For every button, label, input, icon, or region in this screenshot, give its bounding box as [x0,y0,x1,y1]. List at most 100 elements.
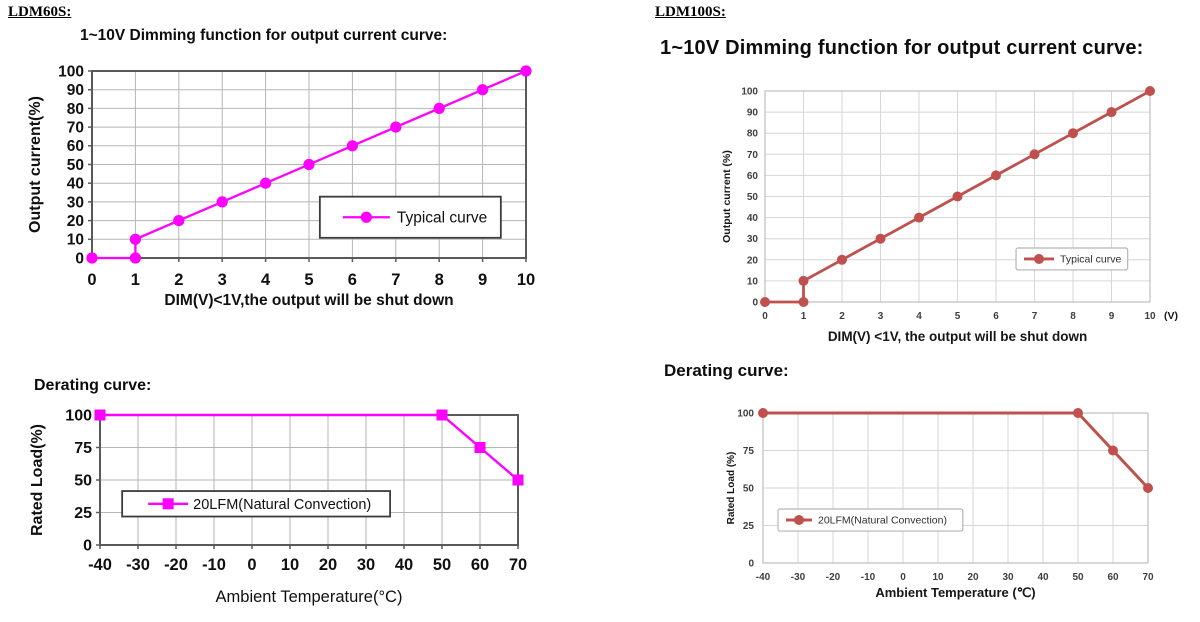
data-point-marker [1106,107,1117,118]
x-axis-label: DIM(V)<1V,the output will be shut down [164,292,453,309]
x-axis-label: DIM(V) <1V, the output will be shut down [828,329,1087,344]
x-tick-label: -40 [756,572,771,583]
y-tick-label: 70 [747,150,759,161]
x-tick-label: -10 [202,556,226,574]
y-tick-label: 60 [747,171,759,182]
x-tick-label: 5 [955,311,961,322]
x-tick-label: 8 [435,271,444,289]
x-tick-label: 7 [391,271,400,289]
data-point-marker [1145,86,1155,96]
x-tick-label: 50 [1072,572,1084,583]
legend-label: Typical curve [397,210,487,227]
dimming-chart-title-ldm100s: 1~10V Dimming function for output curren… [660,37,1144,59]
x-tick-label: 70 [1142,572,1154,583]
data-point-marker [1108,445,1118,456]
y-tick-label: 100 [58,63,84,80]
y-tick-label: 50 [67,157,84,174]
x-tick-label: 7 [1032,311,1038,322]
data-point-marker [798,275,809,286]
x-unit-label: (V) [1164,310,1178,322]
legend-marker [360,211,372,223]
data-point-marker [512,474,524,486]
x-tick-label: 6 [348,271,357,289]
x-tick-label: -20 [164,556,188,574]
y-tick-label: 0 [748,559,754,570]
x-tick-label: 10 [1144,311,1156,322]
x-tick-label: 10 [517,271,535,289]
y-tick-label: 70 [67,120,84,137]
data-point-marker [1073,408,1083,418]
data-point-marker [798,297,809,307]
y-tick-label: 40 [747,213,759,224]
data-point-marker [433,102,445,114]
y-axis-label: Rated Load(%) [29,424,46,536]
y-tick-label: 50 [747,192,759,203]
x-tick-label: 0 [247,556,256,574]
x-tick-label: 0 [900,572,906,583]
y-tick-label: 0 [752,298,758,309]
x-tick-label: 60 [471,556,489,574]
x-tick-label: 60 [1107,572,1119,583]
y-tick-label: 50 [74,473,92,490]
data-point-marker [173,215,185,227]
y-tick-label: 10 [67,232,84,249]
y-tick-label: 100 [741,87,758,98]
data-point-marker [477,84,489,96]
data-point-marker [216,196,228,208]
legend-marker [162,498,174,510]
data-point-marker [390,121,402,133]
y-tick-label: 30 [747,234,759,245]
x-tick-label: -30 [791,572,806,583]
data-point-marker [1029,149,1040,160]
x-tick-label: 40 [395,556,413,574]
x-axis-label: Ambient Temperature(°C) [216,588,403,606]
data-point-marker [86,252,98,264]
gridlines [100,415,518,545]
x-tick-label: 20 [319,556,337,574]
tick-marks [96,414,519,549]
y-tick-label: 80 [747,129,759,140]
y-axis-label: Rated Load (%) [726,452,737,525]
data-point-marker [991,170,1001,181]
x-tick-label: 3 [878,311,884,322]
derating-chart-ldm100s: -40 -30 -20 -10 0 10 20 30 40 50 60 70 0 25 50 75 100 Amb… [726,408,1154,600]
legend-label: 20LFM(Natural Convection) [193,497,371,513]
data-point-marker [952,191,963,202]
y-axis-label: Output current(%) [27,96,44,233]
x-tick-label: 5 [304,271,313,289]
derating-chart-title-ldm60s: Derating curve: [34,377,152,394]
y-tick-label: 0 [83,538,92,555]
y-tick-label: 90 [67,82,84,99]
y-tick-label: 25 [743,521,755,532]
gridlines [763,413,1148,563]
y-tick-label: 0 [75,250,84,267]
data-point-marker [837,254,847,265]
data-point-marker [260,177,272,189]
data-point-marker [758,408,768,418]
series-line [763,411,1150,490]
x-tick-label: 10 [932,572,944,583]
y-tick-label: 100 [737,409,754,420]
x-tick-label: 4 [261,271,271,289]
x-tick-label: 8 [1070,311,1076,322]
y-tick-label: 80 [67,101,84,118]
data-point-marker [875,233,886,244]
model-label-ldm100s: LDM100S: [655,4,726,20]
data-point-marker [129,233,141,245]
legend-box [1015,247,1129,271]
legend-marker [1034,253,1045,264]
x-tick-label: 3 [218,271,227,289]
y-tick-label: 10 [747,276,759,287]
data-point-marker [474,442,486,453]
y-tick-label: 20 [67,213,84,230]
x-tick-label: -30 [126,556,150,574]
derating-chart-ldm60s: -40 -30 -20 -10 0 10 20 30 40 50 60 70 0 25 50 75 100 Amb… [29,408,527,606]
model-label-ldm60s: LDM60S: [8,4,72,20]
legend-label: Typical curve [1060,254,1121,266]
dimming-chart-ldm100s: 0 1 2 3 4 5 6 7 8 9 100102030405060708090100(V)DIM… [721,86,1178,344]
y-tick-label: 75 [74,440,92,457]
x-axis-label: Ambient Temperature (℃) [875,585,1035,600]
x-tick-label: 1 [801,311,807,322]
data-point-marker [1068,128,1078,139]
x-tick-label: 6 [993,311,999,322]
